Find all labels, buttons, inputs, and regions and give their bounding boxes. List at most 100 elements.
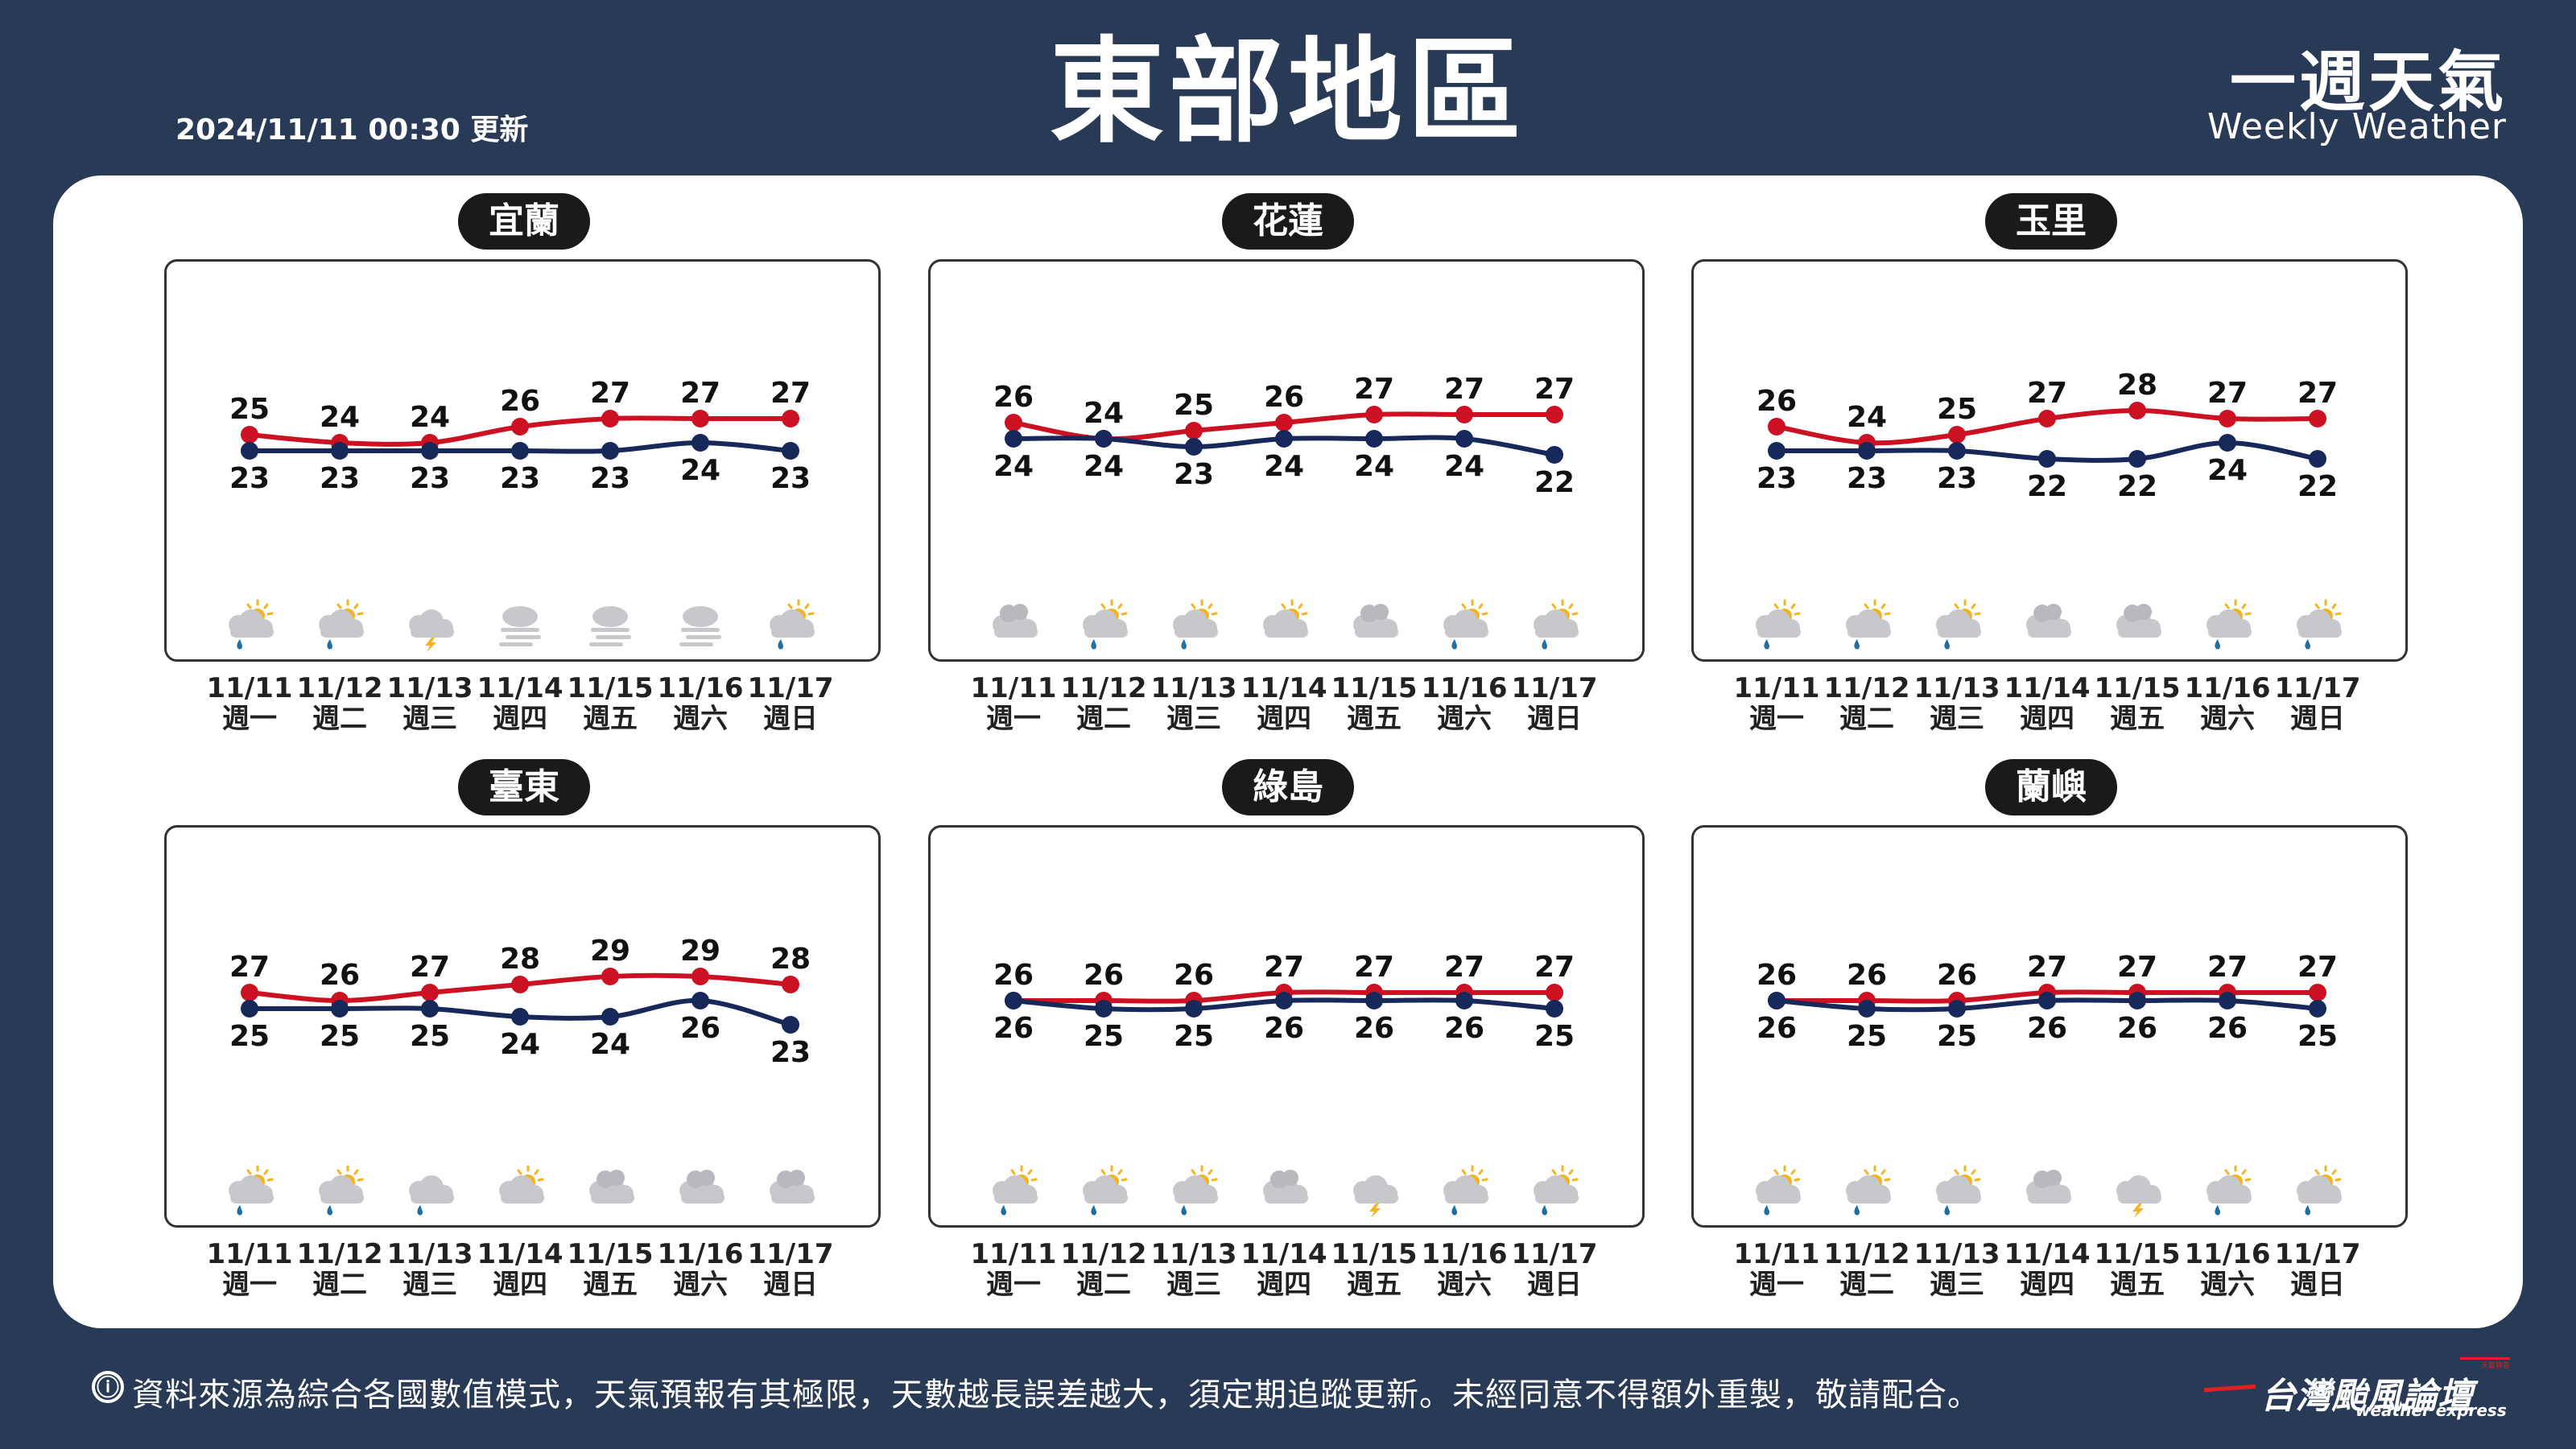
station-label: 宜蘭 — [458, 193, 590, 250]
day-weekday: 週日 — [2290, 703, 2345, 735]
day-weekday: 週四 — [1257, 1269, 1311, 1301]
day-label: 11/16 週六 — [1419, 1239, 1509, 1300]
day-label: 11/16 週六 — [655, 1239, 745, 1300]
day-weekday: 週三 — [402, 1269, 457, 1301]
partly-cloudy-rain-icon — [2197, 1165, 2258, 1218]
day-label: 11/14 週四 — [475, 673, 565, 734]
day-weekday: 週三 — [1166, 703, 1221, 735]
day-label: 11/15 週五 — [1329, 1239, 1419, 1300]
day-weekday: 週二 — [1076, 703, 1131, 735]
day-label: 11/14 週四 — [2002, 673, 2092, 734]
day-label: 11/17 週日 — [745, 1239, 836, 1300]
thunderstorm-icon — [1344, 1165, 1405, 1218]
cloudy-icon — [670, 1165, 731, 1218]
partly-cloudy-rain-icon — [983, 1165, 1044, 1218]
day-date: 11/14 — [1241, 1238, 1327, 1270]
station-chart-frame — [928, 825, 1645, 1228]
day-label: 11/13 週三 — [1149, 673, 1239, 734]
partly-cloudy-rain-icon — [1434, 1165, 1495, 1218]
day-date: 11/13 — [1913, 1238, 2000, 1270]
day-label: 11/16 週六 — [2182, 1239, 2273, 1300]
cloudy-icon — [1344, 599, 1405, 652]
partly-cloudy-rain-icon — [309, 1165, 370, 1218]
day-date: 11/14 — [2004, 672, 2091, 704]
day-label: 11/14 週四 — [2002, 1239, 2092, 1300]
day-label: 11/11 週一 — [968, 673, 1059, 734]
day-weekday: 週六 — [673, 1269, 728, 1301]
day-label: 11/12 週二 — [295, 1239, 385, 1300]
day-date: 11/14 — [477, 1238, 564, 1270]
page-title: 東部地區 — [1050, 26, 1526, 159]
partly-cloudy-rain-icon — [1836, 1165, 1897, 1218]
day-date: 11/17 — [1511, 1238, 1598, 1270]
day-weekday: 週二 — [1839, 703, 1894, 735]
partly-cloudy-rain-icon — [2197, 599, 2258, 652]
day-label: 11/15 週五 — [1329, 673, 1419, 734]
day-date: 11/16 — [1421, 672, 1508, 704]
day-label: 11/15 週五 — [565, 1239, 655, 1300]
day-weekday: 週二 — [312, 703, 367, 735]
day-date: 11/12 — [1823, 672, 1910, 704]
partly-cloudy-icon — [489, 1165, 551, 1218]
day-weekday: 週日 — [763, 1269, 818, 1301]
day-label: 11/16 週六 — [655, 673, 745, 734]
partly-cloudy-icon — [1253, 599, 1315, 652]
day-label: 11/12 週二 — [1059, 673, 1149, 734]
day-label: 11/13 週三 — [1912, 1239, 2002, 1300]
brand-title: 一週天氣 — [2229, 44, 2507, 121]
cloudy-icon — [2017, 599, 2078, 652]
day-label: 11/17 週日 — [1509, 1239, 1600, 1300]
cloudy-icon — [760, 1165, 821, 1218]
station-label: 綠島 — [1222, 759, 1354, 815]
day-date: 11/14 — [2004, 1238, 2091, 1270]
day-weekday: 週一 — [1749, 1269, 1804, 1301]
day-date: 11/12 — [1060, 1238, 1147, 1270]
day-date: 11/16 — [657, 1238, 744, 1270]
day-weekday: 週四 — [1257, 703, 1311, 735]
day-weekday: 週二 — [312, 1269, 367, 1301]
day-weekday: 週三 — [1166, 1269, 1221, 1301]
day-weekday: 週五 — [1347, 1269, 1402, 1301]
day-date: 11/16 — [2184, 672, 2271, 704]
day-weekday: 週一 — [222, 1269, 277, 1301]
day-date: 11/15 — [2094, 672, 2181, 704]
day-label: 11/12 週二 — [1822, 673, 1912, 734]
day-label: 11/11 週一 — [1732, 1239, 1822, 1300]
footer-disclaimer: 資料來源為綜合各國數值模式，天氣預報有其極限，天數越長誤差越大，須定期追蹤更新。… — [132, 1377, 1980, 1414]
day-weekday: 週六 — [2200, 1269, 2255, 1301]
day-label: 11/13 週三 — [1912, 673, 2002, 734]
day-label: 11/15 週五 — [2092, 1239, 2182, 1300]
day-label: 11/11 週一 — [968, 1239, 1059, 1300]
partly-cloudy-rain-icon — [2287, 1165, 2348, 1218]
day-date: 11/15 — [2094, 1238, 2181, 1270]
day-date: 11/17 — [2274, 672, 2361, 704]
station-label: 玉里 — [1985, 193, 2117, 250]
day-weekday: 週三 — [1930, 1269, 1984, 1301]
day-label: 11/12 週二 — [1059, 1239, 1149, 1300]
day-date: 11/11 — [206, 1238, 293, 1270]
day-weekday: 週日 — [1527, 703, 1582, 735]
day-label: 11/17 週日 — [745, 673, 836, 734]
station-chart-frame — [1691, 825, 2408, 1228]
day-weekday: 週五 — [2110, 1269, 2165, 1301]
partly-cloudy-rain-icon — [1073, 599, 1134, 652]
cloudy-icon — [983, 599, 1044, 652]
day-label: 11/17 週日 — [1509, 673, 1600, 734]
day-label: 11/17 週日 — [2273, 673, 2363, 734]
day-date: 11/14 — [1241, 672, 1327, 704]
partly-cloudy-rain-icon — [219, 599, 280, 652]
cloudy-icon — [1253, 1165, 1315, 1218]
day-weekday: 週五 — [583, 1269, 638, 1301]
day-date: 11/16 — [2184, 1238, 2271, 1270]
day-weekday: 週四 — [493, 1269, 547, 1301]
day-date: 11/11 — [1733, 672, 1820, 704]
day-weekday: 週五 — [583, 703, 638, 735]
partly-cloudy-rain-icon — [1746, 1165, 1807, 1218]
day-date: 11/13 — [1913, 672, 2000, 704]
partly-cloudy-rain-icon — [1524, 1165, 1585, 1218]
partly-cloudy-rain-icon — [2287, 599, 2348, 652]
partly-cloudy-rain-icon — [1746, 599, 1807, 652]
day-date: 11/11 — [1733, 1238, 1820, 1270]
day-weekday: 週四 — [493, 703, 547, 735]
day-date: 11/13 — [386, 672, 473, 704]
